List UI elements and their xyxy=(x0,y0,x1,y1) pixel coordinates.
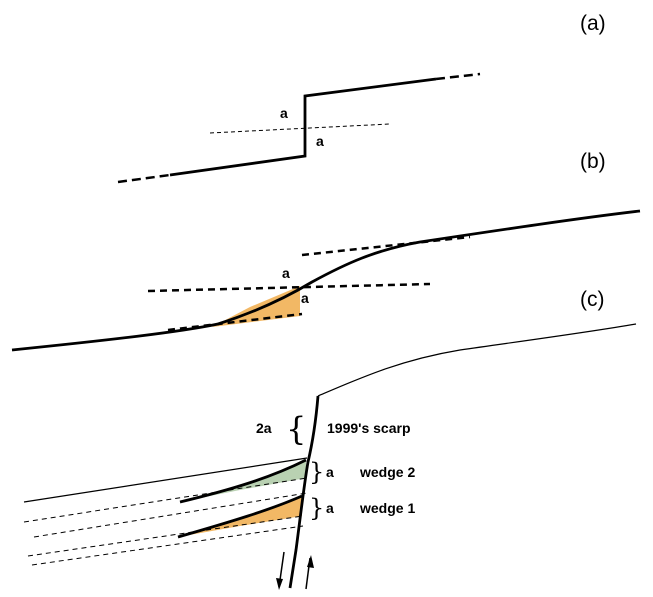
wedge-1-offset-label: a xyxy=(326,500,334,516)
panel-b-degraded-scarp-profile xyxy=(11,209,641,352)
buried-horizon-4 xyxy=(31,525,304,566)
panel-a-label: (a) xyxy=(580,12,606,35)
upthrown-surface xyxy=(317,323,637,397)
scarp-offset-label: 2a xyxy=(256,420,272,436)
wedge-2-fill xyxy=(180,460,306,502)
panel-c: (c) 2a { 1999's scarp } a wedge 2 } a xyxy=(23,288,637,590)
slip-sense-arrows xyxy=(276,551,314,590)
panel-b-lower-guide xyxy=(167,312,303,332)
panel-a-left-extension xyxy=(117,173,171,184)
scarp-label: 1999's scarp xyxy=(327,420,411,436)
panel-b-middle-guide xyxy=(147,282,431,293)
panel-a: (a) a a xyxy=(117,12,606,184)
wedge-1-label: wedge 1 xyxy=(359,500,415,516)
wedge-2-brace: } xyxy=(309,458,324,486)
panel-b-upper-guide xyxy=(301,235,471,257)
panel-a-reference-line xyxy=(209,123,391,134)
buried-horizon-3 xyxy=(27,515,304,557)
wedge-2-top-contact xyxy=(179,458,307,504)
panel-a-offset-surface xyxy=(169,77,437,177)
panel-c-label: (c) xyxy=(580,288,605,311)
buried-horizon-1 xyxy=(23,477,308,523)
wedge-1-fill xyxy=(178,496,302,537)
current-ground-surface xyxy=(23,457,308,503)
panel-b-offset-top: a xyxy=(282,265,290,281)
panel-b-label: (b) xyxy=(580,150,606,173)
wedge-1-brace: } xyxy=(309,494,324,522)
buried-horizon-2 xyxy=(33,492,308,538)
panel-a-right-extension xyxy=(435,72,481,81)
panel-b: (b) a a xyxy=(11,150,641,352)
up-arrowhead xyxy=(307,555,314,568)
down-arrowhead xyxy=(276,578,283,590)
wedge-2-offset-label: a xyxy=(326,464,334,480)
panel-a-offset-top: a xyxy=(280,105,288,121)
panel-b-offset-bottom: a xyxy=(301,290,309,306)
scarp-brace: { xyxy=(286,410,306,448)
wedge-2-label: wedge 2 xyxy=(359,464,415,480)
fault-trace xyxy=(288,395,320,589)
panel-a-offset-bottom: a xyxy=(316,133,324,149)
wedge-1-top-contact xyxy=(177,494,303,539)
